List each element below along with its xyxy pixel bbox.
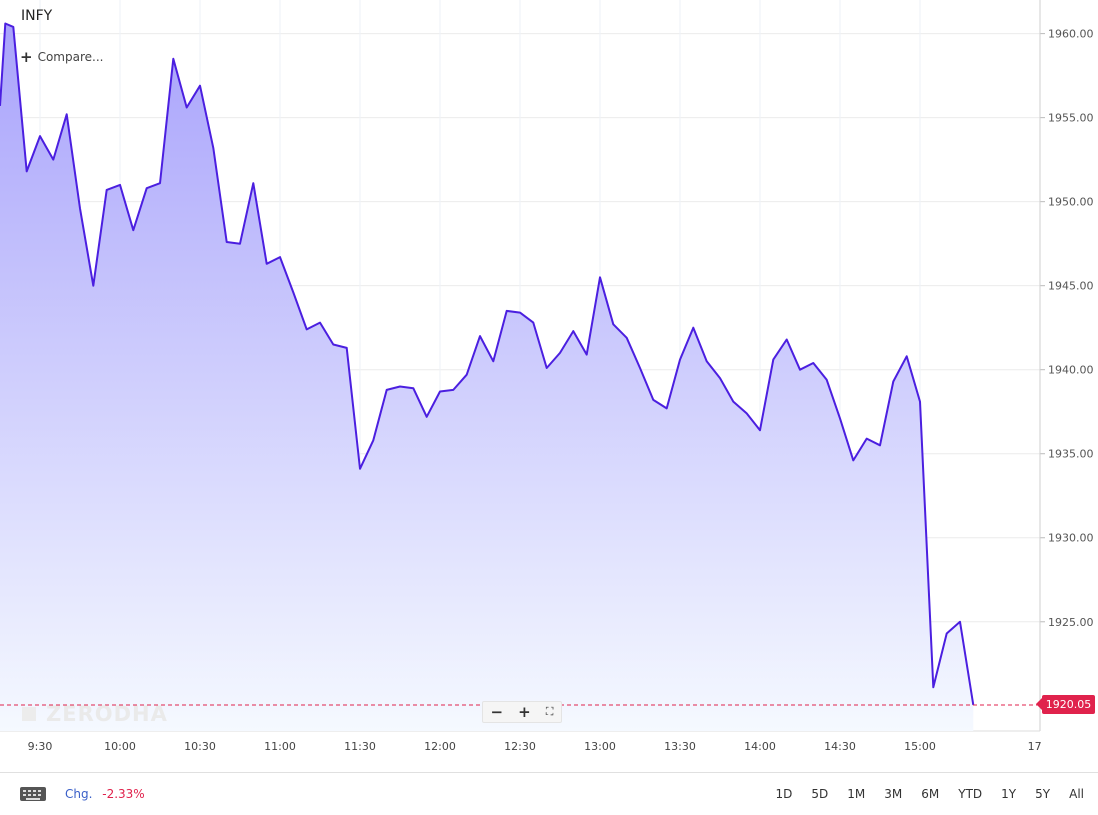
zoom-in-button[interactable]: + bbox=[518, 703, 531, 721]
bottom-toolbar: Chg. -2.33% 1D 5D 1M 3M 6M YTD 1Y 5Y All bbox=[0, 772, 1098, 815]
y-tick-label: 1940.00 bbox=[1048, 364, 1094, 377]
watermark-text: ZERODHA bbox=[46, 702, 168, 726]
range-1y-button[interactable]: 1Y bbox=[1001, 787, 1017, 801]
x-tick-label: 14:30 bbox=[824, 740, 856, 753]
range-selector: 1D 5D 1M 3M 6M YTD 1Y 5Y All bbox=[757, 787, 1084, 801]
y-tick-label: 1945.00 bbox=[1048, 280, 1094, 293]
keyboard-icon[interactable] bbox=[20, 787, 46, 801]
range-ytd-button[interactable]: YTD bbox=[958, 787, 983, 801]
y-tick-label: 1935.00 bbox=[1048, 448, 1094, 461]
x-tick-label: 13:30 bbox=[664, 740, 696, 753]
range-1m-button[interactable]: 1M bbox=[847, 787, 866, 801]
x-tick-label: 10:30 bbox=[184, 740, 216, 753]
price-area-fill bbox=[0, 23, 974, 731]
compare-label: Compare... bbox=[37, 50, 104, 64]
zerodha-logo-icon bbox=[22, 707, 36, 721]
range-1d-button[interactable]: 1D bbox=[775, 787, 793, 801]
range-5d-button[interactable]: 5D bbox=[811, 787, 829, 801]
x-tick-label: 17 bbox=[1028, 740, 1042, 753]
price-chart[interactable]: 1960.00 1955.00 1950.00 1945.00 1940.00 1935.… bbox=[0, 0, 1098, 772]
y-tick-label: 1925.00 bbox=[1048, 616, 1094, 629]
current-price-badge: 1920.05 bbox=[1042, 695, 1095, 715]
x-tick-label: 12:30 bbox=[504, 740, 536, 753]
y-tick-label: 1950.00 bbox=[1048, 196, 1094, 209]
range-6m-button[interactable]: 6M bbox=[921, 787, 940, 801]
range-3m-button[interactable]: 3M bbox=[884, 787, 903, 801]
fullscreen-icon[interactable]: ⛶ bbox=[545, 705, 554, 718]
y-tick-label: 1955.00 bbox=[1048, 112, 1094, 125]
change-value: -2.33% bbox=[102, 787, 145, 801]
x-tick-label: 13:00 bbox=[584, 740, 616, 753]
x-tick-label: 11:30 bbox=[344, 740, 376, 753]
change-indicator: Chg. -2.33% bbox=[65, 787, 145, 801]
y-tick-label: 1960.00 bbox=[1048, 28, 1094, 41]
chart-area[interactable]: 1960.00 1955.00 1950.00 1945.00 1940.00 1935.… bbox=[0, 0, 1098, 772]
range-5y-button[interactable]: 5Y bbox=[1035, 787, 1051, 801]
price-line bbox=[0, 22, 975, 706]
symbol-label: INFY bbox=[21, 8, 53, 24]
watermark-logo: ZERODHA bbox=[22, 702, 168, 726]
x-tick-label: 14:00 bbox=[744, 740, 776, 753]
range-all-button[interactable]: All bbox=[1069, 787, 1084, 801]
x-tick-label: 12:00 bbox=[424, 740, 456, 753]
zoom-out-button[interactable]: − bbox=[490, 703, 504, 721]
zoom-controls: − + ⛶ bbox=[482, 701, 562, 723]
x-tick-label: 11:00 bbox=[264, 740, 296, 753]
change-label: Chg. bbox=[65, 787, 93, 801]
y-tick-label: 1930.00 bbox=[1048, 532, 1094, 545]
x-tick-label: 15:00 bbox=[904, 740, 936, 753]
x-tick-label: 9:30 bbox=[28, 740, 53, 753]
compare-button[interactable]: + Compare... bbox=[20, 48, 104, 66]
plus-icon: + bbox=[20, 48, 33, 66]
x-tick-label: 10:00 bbox=[104, 740, 136, 753]
